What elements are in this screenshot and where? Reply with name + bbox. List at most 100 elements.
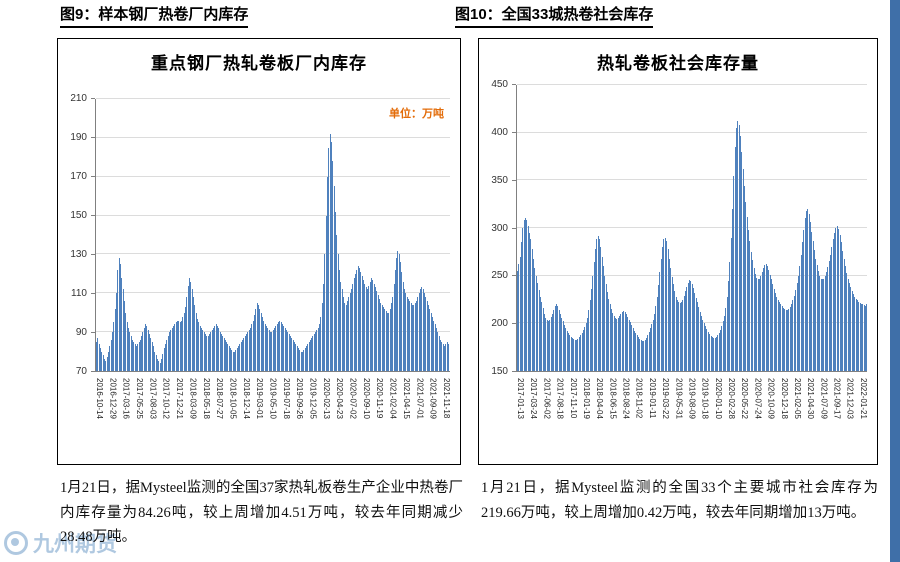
bar [240, 341, 242, 371]
y-tick-mark [512, 323, 516, 325]
bar [301, 351, 303, 371]
bar [303, 349, 305, 371]
bar [276, 324, 278, 371]
bar [723, 315, 725, 371]
bar [629, 322, 631, 371]
x-tick-label: 2020-10-09 [766, 378, 776, 419]
bar [662, 247, 664, 371]
bar [228, 345, 230, 371]
bar [231, 349, 233, 371]
bar [565, 328, 567, 371]
bar [848, 283, 850, 371]
bar [372, 279, 374, 371]
y-tick-mark [91, 293, 95, 294]
bar [122, 289, 124, 371]
bar [312, 336, 314, 371]
bar [710, 335, 712, 371]
x-tick-label: 2020-01-10 [713, 378, 723, 419]
x-tick-label: 2019-01-11 [647, 378, 657, 419]
gridline [96, 253, 450, 255]
bar [854, 296, 856, 371]
bar [101, 351, 103, 371]
y-tick-label: 90 [75, 327, 87, 339]
bar [161, 359, 163, 371]
bar [807, 208, 809, 371]
bar [410, 303, 412, 371]
x-tick-label: 2022-01-21 [858, 378, 868, 419]
bar [341, 289, 343, 371]
gridline [517, 274, 867, 276]
y-tick-mark [512, 131, 516, 133]
bar [581, 332, 583, 371]
x-tick-label: 2017-03-16 [121, 378, 131, 419]
y-tick-label: 210 [70, 93, 87, 104]
bar [824, 275, 826, 371]
bar [351, 289, 352, 371]
bar [227, 343, 229, 371]
bar [284, 328, 286, 371]
bar [370, 277, 372, 371]
bar [109, 345, 111, 371]
bar [694, 292, 696, 371]
bar [674, 290, 676, 371]
bar [412, 304, 414, 371]
bar [846, 272, 848, 371]
y-tick-mark [91, 137, 95, 138]
bar [206, 336, 208, 371]
bar [311, 337, 313, 371]
bar [726, 296, 728, 371]
bar [137, 343, 139, 371]
bar [663, 239, 665, 371]
bar [727, 281, 729, 371]
bar [558, 310, 560, 371]
bar [297, 347, 299, 371]
bar [446, 341, 448, 371]
x-tick-label: 2018-05-18 [201, 378, 211, 419]
bar [585, 323, 587, 371]
bar [643, 340, 645, 371]
bar [445, 343, 447, 371]
bar [280, 322, 282, 371]
bar [125, 312, 127, 371]
bar [785, 310, 787, 371]
bar [740, 136, 742, 371]
y-tick-mark [91, 371, 95, 372]
bar [717, 334, 719, 371]
bar [388, 312, 390, 371]
bar [596, 239, 598, 371]
y-tick-mark [512, 227, 516, 229]
bar [594, 248, 596, 371]
bar [546, 320, 548, 371]
bar [291, 337, 293, 371]
bar [368, 285, 370, 371]
bar [521, 242, 522, 371]
bar [275, 326, 277, 371]
bar [150, 337, 152, 371]
bar [404, 289, 406, 371]
y-tick-mark [91, 215, 95, 216]
bar [408, 299, 410, 371]
x-tick-label: 2019-07-18 [281, 378, 291, 419]
bar [636, 334, 638, 371]
bar [226, 341, 228, 371]
bar [121, 277, 123, 371]
bar [348, 297, 350, 371]
bar [158, 361, 160, 371]
bar [129, 332, 131, 371]
bar [765, 264, 767, 371]
y-tick-label: 110 [71, 288, 87, 300]
bar [721, 326, 723, 371]
bar [316, 330, 318, 371]
bar [439, 339, 441, 371]
bar [534, 268, 536, 371]
bar [533, 258, 535, 371]
bar [377, 295, 379, 371]
bar [299, 349, 301, 371]
x-axis: 2016-10-14 2016-12-29 2017-03-16 2017-05-25… [95, 376, 451, 462]
bar [433, 320, 435, 371]
bar [745, 202, 747, 371]
bar [106, 357, 108, 371]
bar [103, 359, 105, 371]
bar [153, 345, 155, 371]
bar [562, 321, 564, 371]
